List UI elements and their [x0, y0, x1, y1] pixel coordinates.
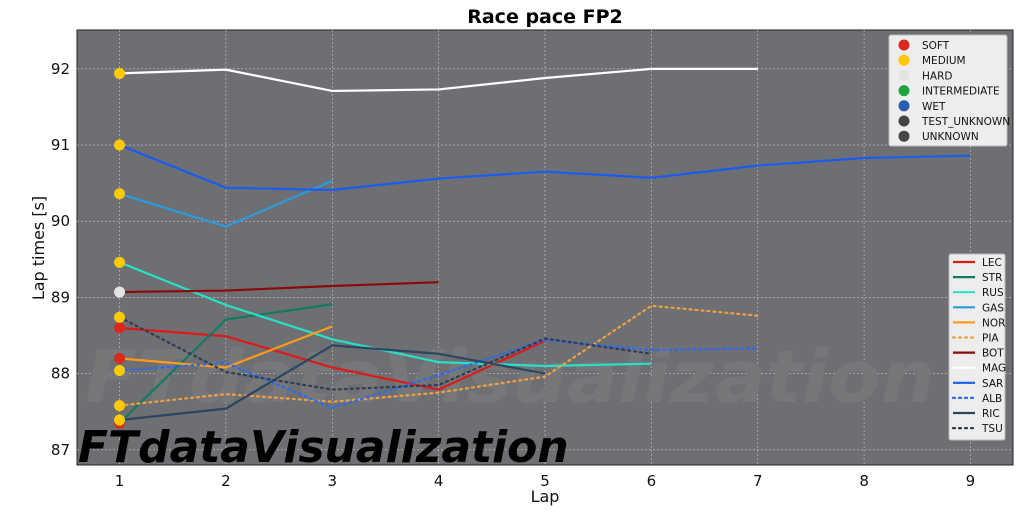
compound-legend-marker — [898, 100, 910, 112]
y-tick-label: 88 — [51, 365, 70, 383]
series-lines — [118, 67, 971, 424]
compound-legend-marker — [898, 115, 910, 127]
watermark: FTdataVisualization — [78, 422, 569, 473]
compound-legend-marker — [898, 130, 910, 142]
series-line-ric — [119, 344, 546, 422]
driver-legend-label: NOR — [982, 317, 1005, 329]
driver-legend-label: RUS — [982, 287, 1004, 299]
start-compound-dots — [114, 67, 126, 429]
y-tick-labels: 87 88 89 90 91 92 — [51, 60, 70, 459]
x-tick-label: 1 — [115, 472, 125, 490]
compound-legend-label: HARD — [922, 70, 952, 82]
start-dot-pia — [114, 400, 126, 412]
series-line-nor — [119, 325, 333, 369]
compound-legend-marker — [898, 69, 910, 81]
series-line-mag — [119, 67, 758, 93]
start-dot-alb — [114, 365, 126, 377]
x-tick-label: 3 — [327, 472, 337, 490]
y-tick-label: 89 — [51, 288, 70, 306]
compound-legend-label: TEST_UNKNOWN — [921, 116, 1010, 128]
y-tick-label: 90 — [51, 212, 70, 230]
series-line-tsu — [118, 316, 653, 391]
start-dot-ric — [114, 414, 126, 426]
driver-legend-label: GAS — [982, 302, 1004, 314]
y-tick-label: 91 — [51, 136, 70, 154]
driver-legend: LEC STR RUS GAS NOR PIA BOT MAG SAR ALB RIC TSU — [948, 253, 1006, 441]
driver-legend-label: RIC — [982, 408, 1000, 420]
start-dot-rus — [114, 256, 126, 268]
driver-legend-label: BOT — [982, 348, 1004, 360]
x-tick-label: 6 — [647, 472, 657, 490]
driver-legend-label: MAG — [982, 363, 1006, 375]
start-dot-tsu — [114, 311, 126, 323]
compound-legend-label: SOFT — [922, 40, 950, 52]
series-line-bot — [119, 281, 439, 294]
watermark-shadow: FTdataVisualization — [85, 335, 935, 419]
compound-legend-label: INTERMEDIATE — [922, 86, 1000, 98]
compound-legend-marker — [898, 54, 910, 66]
driver-legend-box — [948, 253, 1006, 441]
start-dot-sar — [114, 139, 126, 151]
compound-legend-label: WET — [922, 101, 946, 113]
y-tick-label: 92 — [51, 60, 70, 78]
start-dot-gas — [114, 188, 126, 200]
start-dot-lec — [114, 322, 126, 334]
x-tick-label: 8 — [859, 472, 869, 490]
y-tick-label: 87 — [51, 441, 70, 459]
x-tick-label: 9 — [966, 472, 976, 490]
x-tick-label: 2 — [221, 472, 231, 490]
compound-legend-box — [888, 34, 1008, 147]
series-line-alb — [118, 338, 759, 409]
series-line-rus — [119, 261, 652, 368]
x-tick-label: 5 — [540, 472, 550, 490]
series-line-str — [118, 303, 333, 424]
driver-legend-label: ALB — [982, 393, 1002, 405]
start-dot-nor — [114, 352, 126, 364]
chart-title: Race pace FP2 — [467, 6, 623, 28]
x-tick-label: 7 — [753, 472, 763, 490]
driver-legend-label: SAR — [982, 378, 1003, 390]
series-line-gas — [119, 179, 333, 228]
x-tick-labels: 1 2 3 4 5 6 7 8 9 — [115, 472, 975, 490]
driver-legend-label: STR — [982, 272, 1002, 284]
compound-legend-marker — [898, 85, 910, 97]
compound-legend-label: UNKNOWN — [922, 131, 979, 143]
series-line-lec — [119, 326, 546, 391]
start-dot-bot — [114, 286, 126, 298]
driver-legend-label: PIA — [982, 333, 999, 345]
x-axis-label: Lap — [531, 487, 560, 506]
series-line-sar — [119, 144, 971, 192]
series-line-pia — [118, 304, 759, 407]
start-dot-mag — [114, 67, 126, 79]
driver-legend-label: LEC — [982, 257, 1002, 269]
compound-legend: SOFT MEDIUM HARD INTERMEDIATE WET TEST_UNKNOW… — [888, 34, 1010, 147]
compound-legend-marker — [898, 39, 910, 51]
x-tick-label: 4 — [434, 472, 444, 490]
y-axis-label: Lap times [s] — [29, 196, 48, 300]
compound-legend-label: MEDIUM — [922, 55, 966, 67]
driver-legend-label: TSU — [981, 423, 1003, 435]
grid — [77, 30, 1013, 465]
